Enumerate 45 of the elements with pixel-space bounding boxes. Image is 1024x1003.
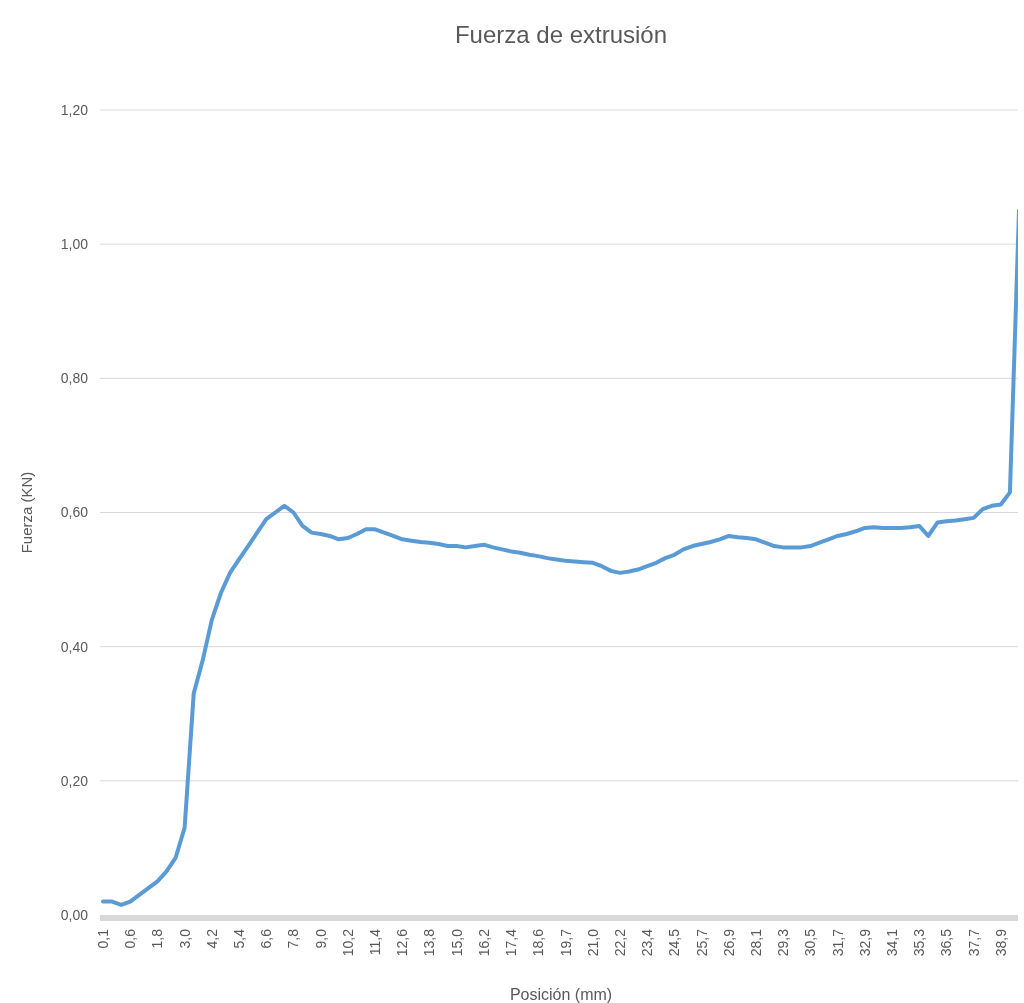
x-tick-label: 0,1 xyxy=(95,928,111,949)
x-tick-label: 21,0 xyxy=(584,928,601,957)
x-tick-label: 29,3 xyxy=(775,928,792,957)
x-tick-label: 13,8 xyxy=(421,928,438,957)
x-tick-label: 24,5 xyxy=(666,928,683,957)
y-tick-label: 0,00 xyxy=(60,906,89,923)
chart-title: Fuerza de extrusión xyxy=(454,21,668,48)
x-tick-label: 25,7 xyxy=(693,928,710,957)
x-tick-label: 11,4 xyxy=(367,928,384,956)
y-tick-label: 0,80 xyxy=(60,370,89,387)
x-tick-label: 5,4 xyxy=(231,928,248,949)
x-tick-label: 19,7 xyxy=(557,928,574,957)
x-tick-label: 6,6 xyxy=(258,928,275,949)
x-tick-label: 31,7 xyxy=(829,928,846,957)
x-tick-label: 1,8 xyxy=(149,928,166,949)
x-tick-label: 38,9 xyxy=(992,928,1009,957)
x-tick-label: 17,4 xyxy=(503,928,520,957)
x-tick-label: 15,0 xyxy=(448,928,465,957)
x-tick-label: 9,0 xyxy=(312,928,329,949)
y-tick-label: 1,20 xyxy=(60,101,89,118)
x-tick-label: 37,7 xyxy=(965,928,982,957)
x-tick-label: 32,9 xyxy=(856,928,873,957)
y-tick-label: 0,60 xyxy=(60,504,89,521)
x-tick-label: 0,6 xyxy=(122,928,139,949)
x-tick-label: 23,4 xyxy=(639,928,656,957)
y-axis-title: Fuerza (KN) xyxy=(18,471,35,554)
x-tick-label: 26,9 xyxy=(720,928,737,957)
x-tick-label: 34,1 xyxy=(884,928,901,957)
x-tick-label: 18,6 xyxy=(530,928,547,957)
x-tick-label: 22,2 xyxy=(611,928,628,957)
x-tick-label: 35,3 xyxy=(911,928,928,957)
x-axis-title: Posición (mm) xyxy=(509,986,613,1003)
x-tick-label: 30,5 xyxy=(802,928,819,957)
x-tick-label: 28,1 xyxy=(747,928,764,957)
x-tick-label: 16,2 xyxy=(475,928,492,957)
x-tick-label: 10,2 xyxy=(339,928,356,957)
y-tick-label: 0,40 xyxy=(60,638,89,655)
x-tick-label: 12,6 xyxy=(394,928,411,957)
x-tick-label: 3,0 xyxy=(176,928,193,949)
x-tick-label: 36,5 xyxy=(938,928,955,957)
y-tick-label: 1,00 xyxy=(60,236,89,253)
line-series xyxy=(101,208,1018,907)
x-tick-label: 4,2 xyxy=(203,928,220,949)
y-tick-label: 0,20 xyxy=(60,772,89,789)
x-tick-label: 7,8 xyxy=(285,928,302,949)
